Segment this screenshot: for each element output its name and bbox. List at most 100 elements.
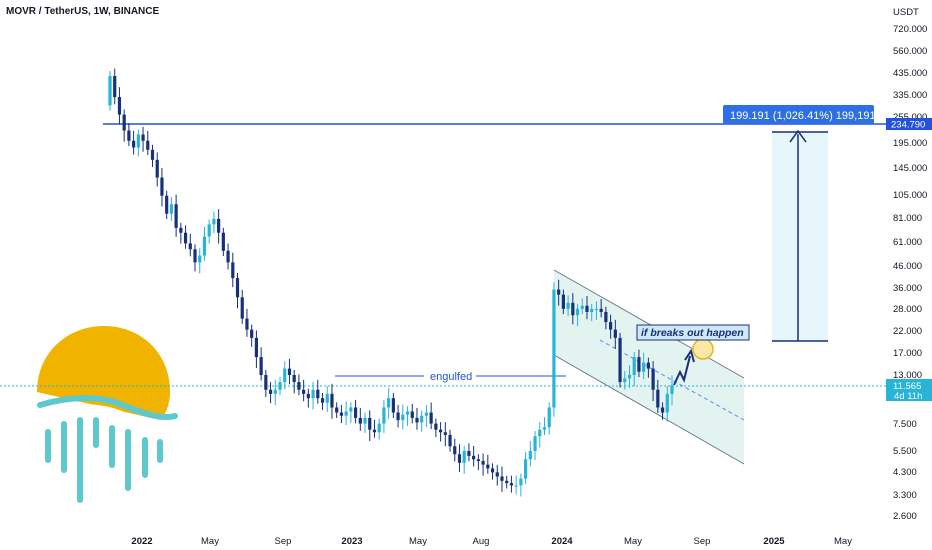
target-arrow-head-icon [789,129,807,143]
candle-body [174,204,178,228]
resistance-tag-text: 234.790 [891,120,925,131]
candle-body [183,232,188,244]
price-tick-label: 13.000 [893,370,922,381]
price-tick-label: 7.500 [893,419,917,430]
candle-body [627,375,632,379]
candle-body [122,114,126,131]
candle-body [660,407,665,413]
price-tick-label: 17.000 [893,348,922,359]
candle-body [670,385,674,394]
currency-label: USDT [893,7,919,18]
candle-body [353,407,358,418]
candle-body [297,382,301,390]
candle-body [604,311,608,323]
candle-body [146,140,150,150]
candle-body [481,461,485,465]
candle-body [268,389,273,394]
candle-body [259,357,263,375]
engulfed-label: engulfed [430,371,472,383]
candle-body [287,368,292,375]
candle-body [410,411,414,418]
time-tick-label: Sep [694,536,711,547]
candle-body [207,224,211,237]
candle-body [557,289,561,295]
price-tick-label: 145.000 [893,163,927,174]
candle-body [382,407,386,424]
candle-body [519,478,523,486]
candle-body [505,480,509,484]
time-tick-label: 2025 [763,536,785,547]
breakout-path [673,355,691,386]
candle-body [590,308,594,312]
candle-body [396,412,400,421]
candle-body [500,476,504,481]
price-tick-label: 720.000 [893,24,927,35]
candle-body [344,411,348,416]
logo-jelly-arc-icon [37,395,178,420]
candle-body [575,308,580,316]
target-label: 199.191 (1,026.41%) 199,191 [730,110,876,122]
candle-body [179,227,183,233]
candle-body [316,389,320,399]
candle-body [245,318,249,330]
candle-body [136,134,140,148]
candle-body [212,218,216,225]
candle-body [377,423,381,433]
channel-lower-line [553,354,745,465]
time-tick-label: Sep [275,536,292,547]
brand-logo [37,326,178,503]
candle-body [311,389,315,399]
candle-body [235,278,240,298]
time-tick-label: 2024 [551,536,573,547]
price-tick-label: 3.300 [893,490,917,501]
candle-body [443,432,447,435]
candle-body [160,177,164,196]
candle-body [165,195,169,214]
candle-body [188,243,192,250]
candle-body [472,455,476,460]
candle-body [495,472,499,477]
candle-body [169,204,173,214]
candle-body [424,412,429,416]
candle-body [547,407,551,428]
breakout-circle [692,338,714,360]
candle-body [306,393,310,399]
candle-body [231,262,235,279]
candle-body [401,414,405,421]
candles [108,68,674,497]
time-tick-label: May [409,536,427,547]
candle-body [198,255,202,263]
candle-body [320,398,325,403]
time-tick-label: May [834,536,852,547]
candle-body [580,305,584,309]
price-axis[interactable]: 720.000 560.000 435.000 335.000 255.000 195.0… [893,24,927,522]
candle-body [533,436,537,451]
resistance-tag [886,118,932,130]
price-tick-label: 22.000 [893,326,922,337]
price-tick-label: 435.000 [893,68,927,79]
candle-body [523,459,528,479]
candle-body [405,411,410,415]
time-axis[interactable]: 2022 May Sep 2023 May Aug 2024 May Sep 2025 May [131,536,852,547]
price-tick-label: 61.000 [893,237,922,248]
candle-body [637,357,641,372]
time-tick-label: 2023 [341,536,362,547]
candle-body [330,393,334,408]
countdown-text: 4d 11h [894,391,922,402]
candle-body [202,236,207,256]
candle-body [273,389,277,394]
candle-body [221,232,225,251]
price-tick-label: 81.000 [893,213,922,224]
current-price-text: 11.565 [893,381,921,392]
candle-body [415,417,419,423]
candle-body [594,308,599,310]
candle-body [490,468,495,473]
time-tick-label: May [624,536,642,547]
candle-body [429,412,433,424]
price-tick-label: 5.500 [893,446,917,457]
price-tick-label: 2.600 [893,511,917,522]
candle-body [613,329,617,338]
candle-body [226,250,230,263]
candle-body [646,362,650,369]
price-tick-label: 255.000 [893,112,927,123]
